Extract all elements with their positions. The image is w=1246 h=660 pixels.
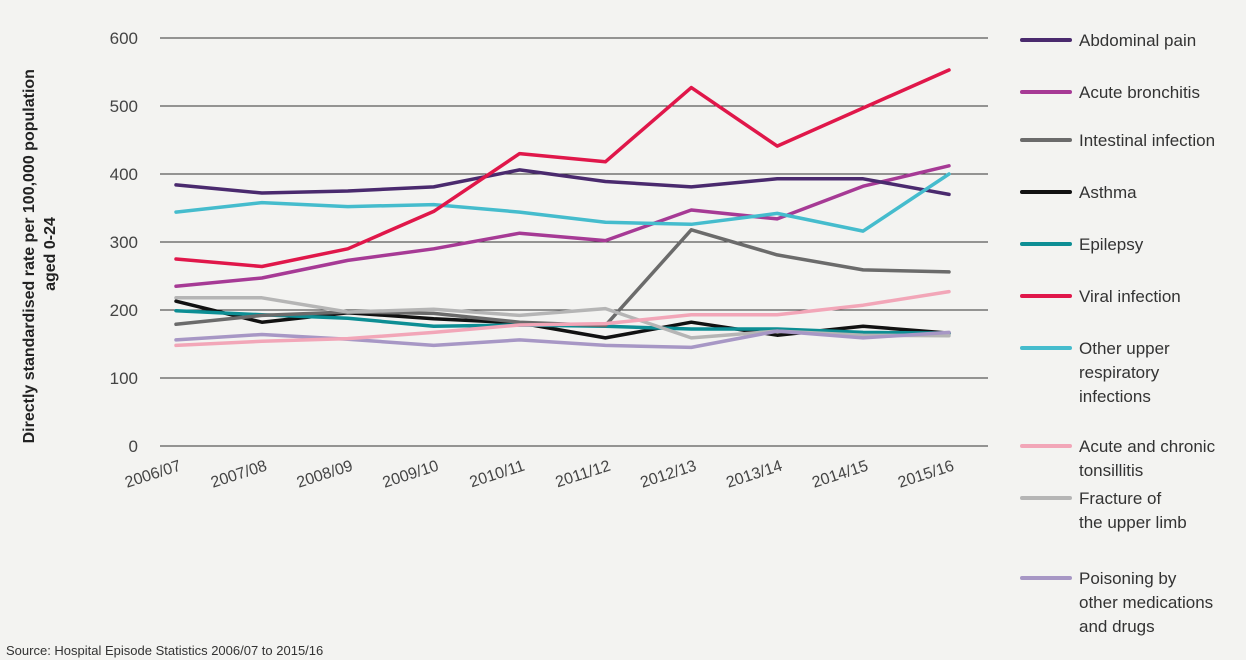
legend-label: respiratory (1079, 363, 1160, 382)
y-tick-label: 600 (110, 29, 138, 48)
x-axis-tick-labels: 2006/07 2007/08 2008/09 2009/10 2010/11 2011/… (123, 458, 956, 492)
legend-label: other medications (1079, 593, 1213, 612)
series-line-viral-infection (174, 68, 951, 269)
gridlines (160, 37, 988, 447)
legend-label: Epilepsy (1079, 235, 1144, 254)
legend-item-abdominal-pain: Abdominal pain (1020, 31, 1196, 50)
legend-item-other-upper-respiratory-infections: Other upper respiratory infections (1020, 339, 1170, 406)
legend-label: Abdominal pain (1079, 31, 1196, 50)
y-axis-tick-labels: 0 100 200 300 400 500 600 (110, 29, 138, 456)
legend-item-epilepsy: Epilepsy (1020, 235, 1144, 254)
x-tick-label: 2012/13 (638, 458, 698, 492)
x-tick-label: 2014/15 (810, 458, 870, 492)
series-lines (174, 68, 951, 350)
legend-label: Asthma (1079, 183, 1137, 202)
y-axis-title-line-1: Directly standardised rate per 100,000 p… (21, 69, 38, 443)
legend-item-acute-bronchitis: Acute bronchitis (1020, 83, 1200, 102)
source-note: Source: Hospital Episode Statistics 2006… (6, 643, 323, 658)
y-tick-label: 100 (110, 369, 138, 388)
y-tick-label: 200 (110, 301, 138, 320)
legend-label: Acute bronchitis (1079, 83, 1200, 102)
x-tick-label: 2007/08 (209, 458, 269, 492)
legend-label: and drugs (1079, 617, 1155, 636)
x-tick-label: 2013/14 (724, 458, 784, 492)
legend-label: the upper limb (1079, 513, 1187, 532)
legend: Abdominal pain Acute bronchitis Intestinal… (1020, 31, 1216, 636)
series-line-acute-bronchitis (174, 164, 951, 288)
x-tick-label: 2008/09 (295, 458, 355, 492)
x-tick-label: 2015/16 (896, 458, 956, 492)
legend-item-fracture-of-the-upper-limb: Fracture of the upper limb (1020, 489, 1187, 532)
legend-label: Intestinal infection (1079, 131, 1215, 150)
x-tick-label: 2010/11 (468, 458, 527, 492)
x-tick-label: 2006/07 (123, 458, 183, 492)
legend-label: Fracture of (1079, 489, 1161, 508)
legend-label: Viral infection (1079, 287, 1181, 306)
legend-label: Acute and chronic (1079, 437, 1216, 456)
series-line-abdominal-pain (174, 168, 951, 197)
legend-label: Other upper (1079, 339, 1170, 358)
y-tick-label: 400 (110, 165, 138, 184)
y-tick-label: 500 (110, 97, 138, 116)
series-line-acute-and-chronic-tonsillitis (174, 289, 951, 348)
legend-item-acute-and-chronic-tonsillitis: Acute and chronic tonsillitis (1020, 437, 1216, 480)
legend-label: tonsillitis (1079, 461, 1143, 480)
legend-label: infections (1079, 387, 1151, 406)
x-tick-label: 2011/12 (554, 458, 613, 492)
legend-item-poisoning-by-other-medications-and-drugs: Poisoning by other medications and drugs (1020, 569, 1213, 636)
legend-item-asthma: Asthma (1020, 183, 1137, 202)
legend-item-viral-infection: Viral infection (1020, 287, 1181, 306)
y-tick-label: 0 (129, 437, 138, 456)
y-axis-title: Directly standardised rate per 100,000 p… (21, 65, 59, 444)
series-line-poisoning-by-other-medications-and-drugs (174, 329, 951, 350)
legend-item-intestinal-infection: Intestinal infection (1020, 131, 1215, 150)
y-tick-label: 300 (110, 233, 138, 252)
series-line-other-upper-respiratory-infections (174, 172, 951, 233)
legend-label: Poisoning by (1079, 569, 1177, 588)
y-axis-title-line-2: aged 0-24 (42, 217, 59, 291)
x-tick-label: 2009/10 (381, 458, 441, 492)
